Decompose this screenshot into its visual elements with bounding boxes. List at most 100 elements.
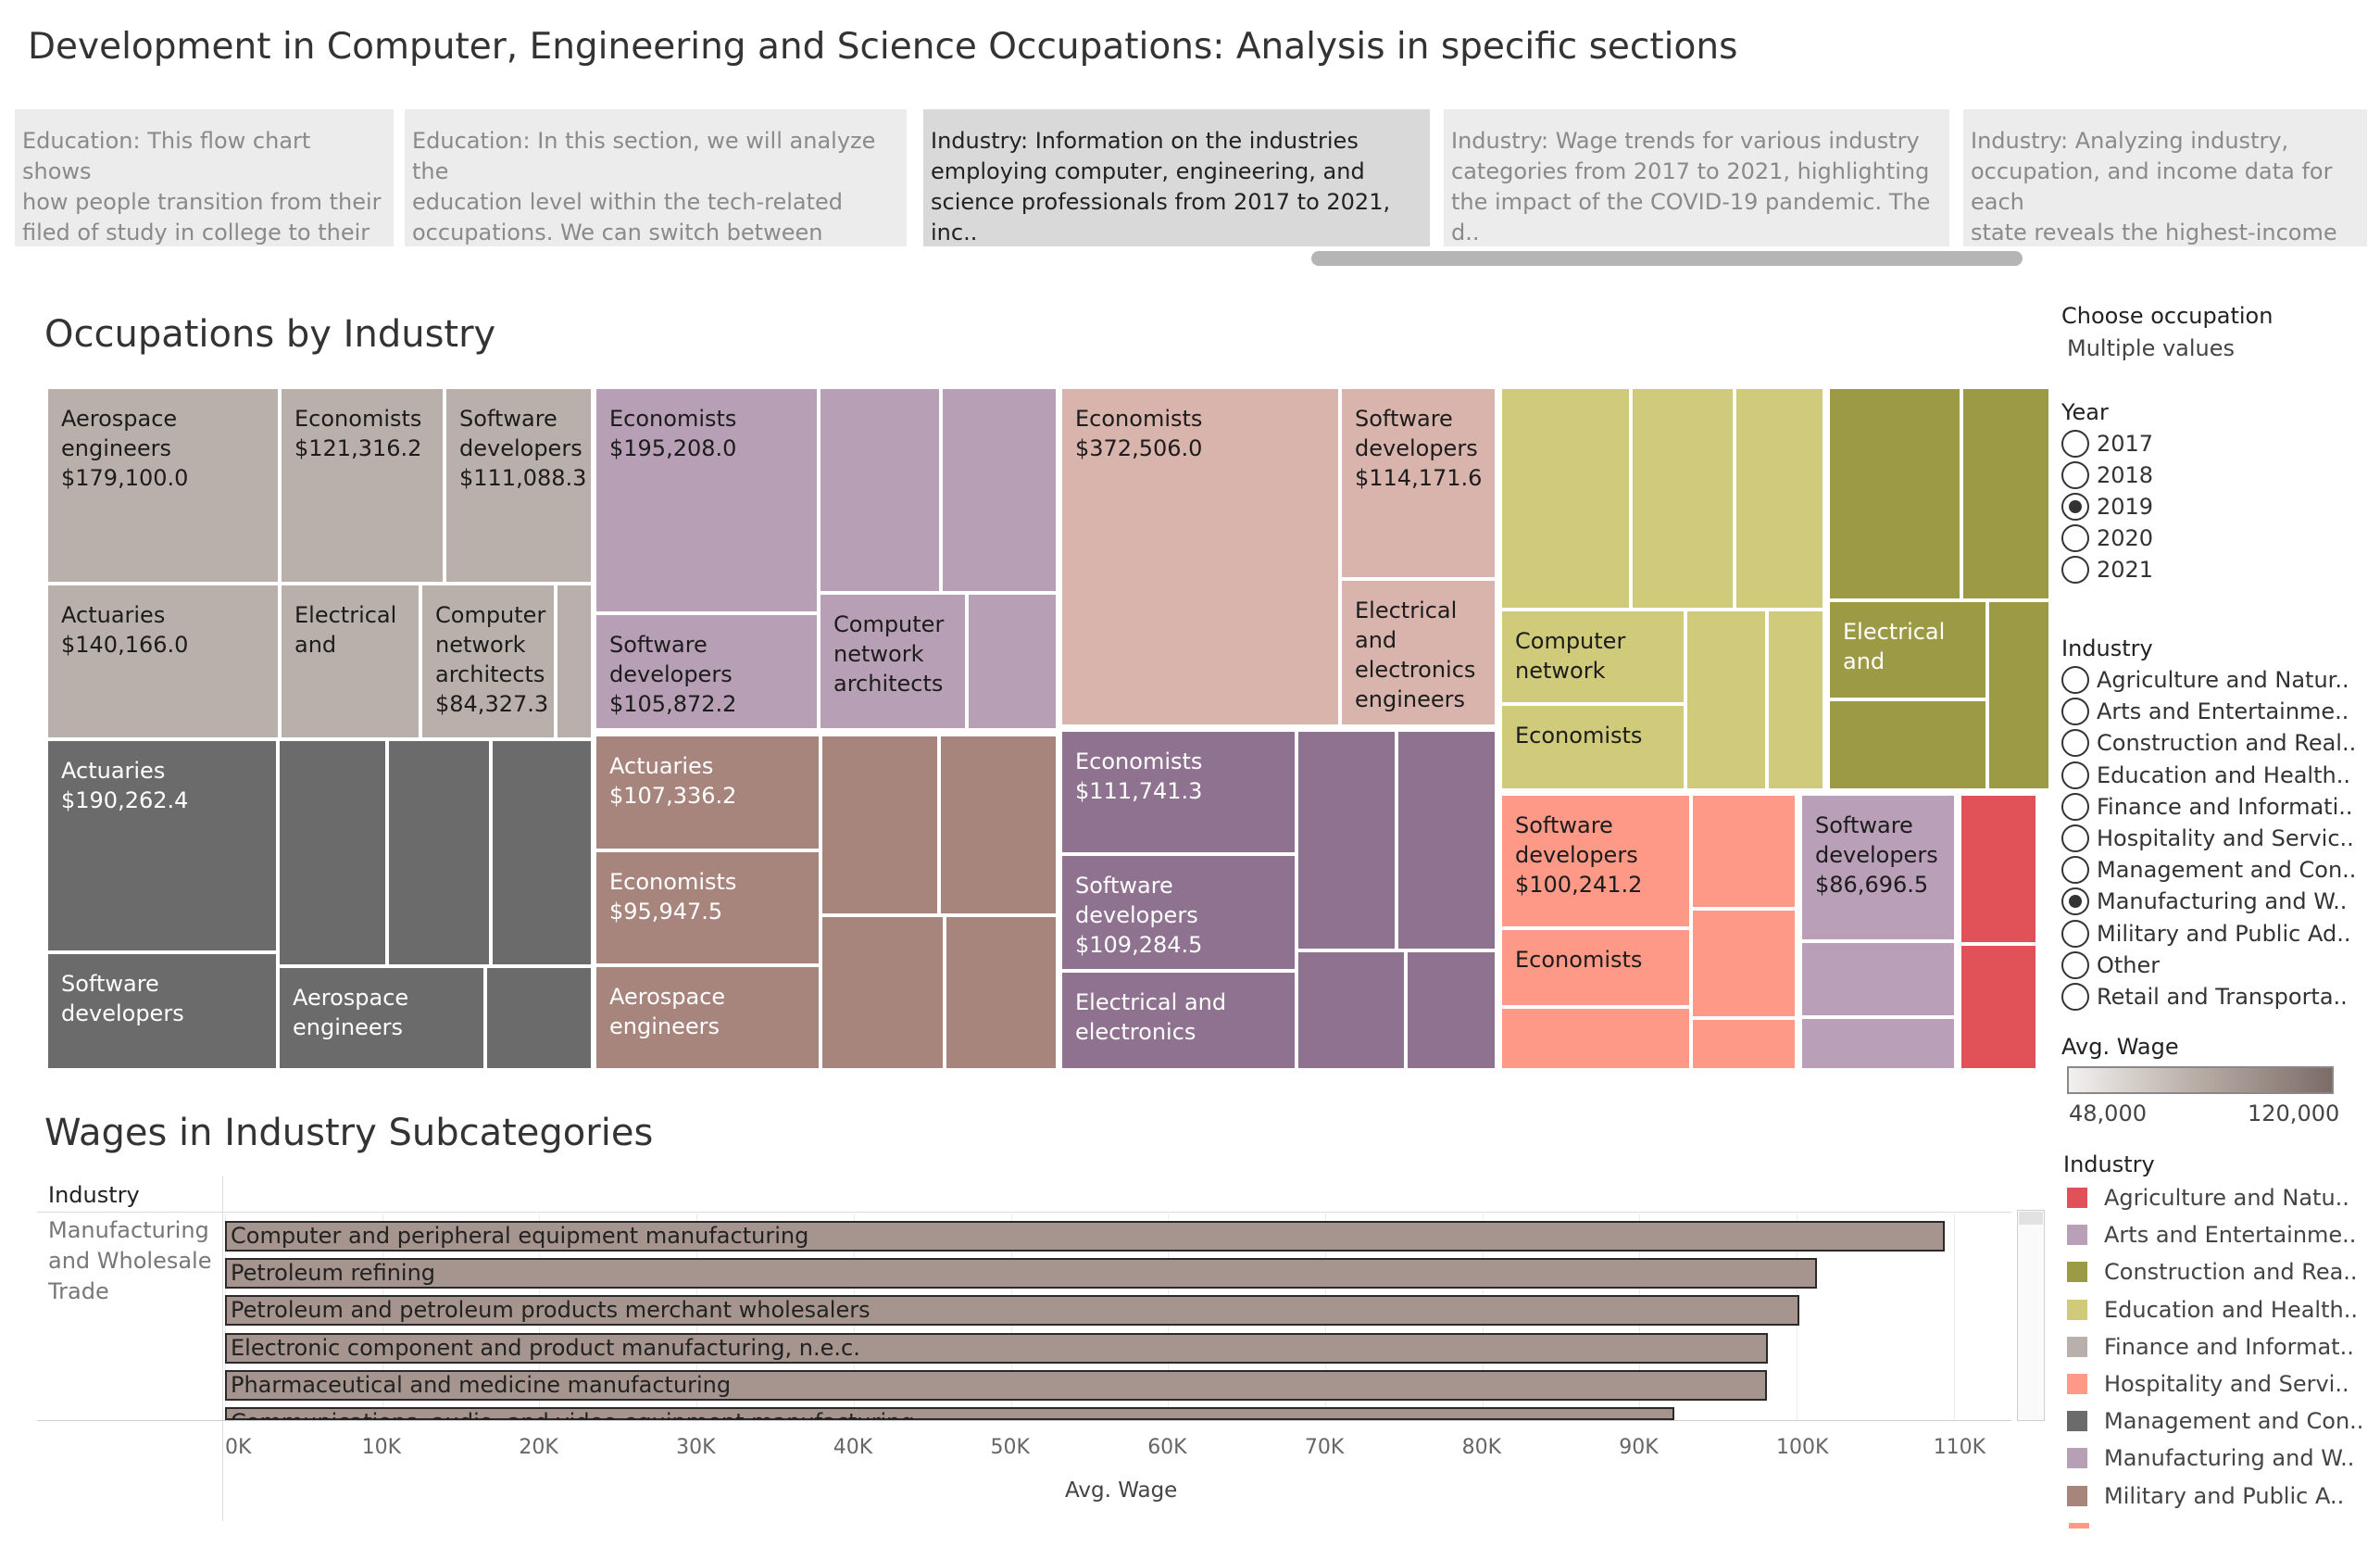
treemap-cell[interactable]: Aerospace engineers $179,100.0 (46, 387, 280, 584)
treemap-cell[interactable] (1296, 950, 1406, 1070)
years-option[interactable]: 2020 (2061, 522, 2153, 554)
treemap-cell[interactable] (1767, 610, 1824, 790)
treemap-cell[interactable]: Actuaries $190,262.4 (46, 739, 278, 952)
treemap-cell[interactable]: Electrical and electronics (1060, 971, 1296, 1070)
treemap-cell[interactable] (1960, 944, 2037, 1070)
treemap-cell[interactable] (1800, 941, 1956, 1017)
legend-item[interactable]: Agriculture and Natu.. (2063, 1182, 2349, 1214)
scrollbar-thumb[interactable] (2019, 1212, 2043, 1225)
treemap-cell[interactable] (1691, 1018, 1797, 1070)
treemap-cell[interactable] (820, 915, 945, 1070)
treemap-cell[interactable] (819, 387, 941, 593)
story-point-2[interactable]: Education: In this section, we will anal… (405, 109, 907, 246)
treemap-cell[interactable]: Software developers $105,872.2 (595, 613, 819, 730)
treemap-cell[interactable] (491, 739, 593, 966)
wage-bar[interactable] (225, 1407, 1674, 1420)
radio-button-icon[interactable] (2061, 824, 2089, 852)
industries-option[interactable]: Military and Public Ad.. (2061, 918, 2350, 950)
industries-option[interactable]: Manufacturing and W.. (2061, 886, 2347, 917)
treemap-cell[interactable]: Software developers $86,696.5 (1800, 794, 1956, 941)
treemap-cell[interactable] (1987, 600, 2050, 790)
industries-option[interactable]: Construction and Real.. (2061, 727, 2356, 759)
radio-button-icon[interactable] (2061, 461, 2089, 489)
treemap-cell[interactable] (1961, 387, 2050, 600)
treemap-cell[interactable]: Electrical and electronics engineers (1340, 579, 1497, 726)
industries-option[interactable]: Other (2061, 950, 2160, 981)
occupations-treemap[interactable]: Aerospace engineers $179,100.0 Economists… (46, 387, 2050, 1070)
treemap-cell[interactable]: Economists $121,316.2 (280, 387, 445, 584)
radio-button-icon[interactable] (2061, 430, 2089, 458)
legend-item[interactable]: Manufacturing and W.. (2063, 1442, 2354, 1474)
wage-bar[interactable] (225, 1221, 1945, 1252)
occupation-filter-dropdown[interactable]: Multiple values (2067, 335, 2236, 361)
wage-bar[interactable] (225, 1369, 1767, 1401)
treemap-cell[interactable]: Actuaries $107,336.2 (595, 735, 820, 850)
treemap-cell[interactable] (387, 739, 491, 966)
treemap-cell[interactable] (820, 735, 939, 915)
treemap-cell[interactable] (556, 584, 593, 739)
treemap-cell[interactable]: Economists $195,208.0 (595, 387, 819, 613)
treemap-cell[interactable]: Economists $111,741.3 (1060, 730, 1296, 854)
legend-item[interactable]: Arts and Entertainme.. (2063, 1219, 2356, 1251)
treemap-cell[interactable] (1500, 387, 1631, 610)
treemap-cell[interactable]: Software developers (46, 952, 278, 1070)
legend-item[interactable]: Military and Public A.. (2063, 1480, 2344, 1512)
treemap-cell[interactable]: Economists (1500, 704, 1685, 790)
radio-button-icon[interactable] (2061, 856, 2089, 885)
legend-item[interactable]: Finance and Informat.. (2063, 1331, 2354, 1363)
legend-item[interactable]: Construction and Rea.. (2063, 1256, 2358, 1288)
treemap-cell[interactable] (1397, 730, 1497, 950)
radio-button-icon[interactable] (2061, 493, 2089, 521)
radio-button-icon[interactable] (2061, 666, 2089, 694)
years-option[interactable]: 2018 (2061, 459, 2153, 491)
treemap-cell[interactable]: Computer network (1500, 610, 1685, 704)
treemap-cell[interactable]: Software developers $109,284.5 (1060, 854, 1296, 971)
legend-item[interactable]: Hospitality and Servi.. (2063, 1368, 2349, 1400)
treemap-cell[interactable] (485, 966, 593, 1070)
story-point-1[interactable]: Education: This flow chart shows how peo… (15, 109, 394, 246)
treemap-cell[interactable]: Software developers $100,241.2 (1500, 794, 1691, 928)
treemap-cell[interactable]: Software developers $114,171.6 (1340, 387, 1497, 579)
radio-button-icon[interactable] (2061, 761, 2089, 789)
story-point-5[interactable]: Industry: Analyzing industry, occupation… (1963, 109, 2367, 246)
treemap-cell[interactable] (278, 739, 387, 966)
industries-option[interactable]: Arts and Entertainme.. (2061, 696, 2349, 727)
radio-button-icon[interactable] (2061, 524, 2089, 552)
radio-button-icon[interactable] (2061, 983, 2089, 1011)
story-point-3[interactable]: Industry: Information on the industries … (923, 109, 1430, 246)
years-option[interactable]: 2021 (2061, 554, 2153, 585)
years-option[interactable]: 2019 (2061, 491, 2153, 522)
treemap-cell[interactable]: Electrical and (280, 584, 420, 739)
radio-button-icon[interactable] (2061, 698, 2089, 726)
treemap-cell[interactable]: Economists $95,947.5 (595, 850, 820, 965)
radio-button-icon[interactable] (2061, 887, 2089, 916)
legend-item[interactable]: Education and Health.. (2063, 1294, 2358, 1326)
treemap-cell[interactable]: Software developers $111,088.3 (445, 387, 593, 584)
industries-option[interactable]: Management and Con.. (2061, 854, 2356, 886)
industries-option[interactable]: Retail and Transporta.. (2061, 981, 2348, 1013)
radio-button-icon[interactable] (2061, 792, 2089, 821)
treemap-cell[interactable]: Computer network architects (819, 593, 967, 730)
wage-bar[interactable] (225, 1258, 1818, 1290)
treemap-cell[interactable]: Actuaries $140,166.0 (46, 584, 280, 739)
industries-option[interactable]: Hospitality and Servic.. (2061, 823, 2354, 854)
radio-button-icon[interactable] (2061, 729, 2089, 758)
treemap-cell[interactable]: Computer network architects $84,327.3 (420, 584, 556, 739)
treemap-cell[interactable]: Aerospace engineers (278, 966, 485, 1070)
wage-bar[interactable] (225, 1332, 1769, 1364)
treemap-cell[interactable]: Electrical and (1828, 600, 1987, 699)
industries-option[interactable]: Finance and Informati.. (2061, 791, 2353, 823)
treemap-cell[interactable] (1685, 610, 1767, 790)
treemap-cell[interactable] (941, 387, 1058, 593)
treemap-cell[interactable] (1800, 1017, 1956, 1070)
treemap-cell[interactable]: Aerospace engineers (595, 965, 820, 1070)
treemap-cell[interactable] (945, 915, 1058, 1070)
treemap-cell[interactable] (1631, 387, 1735, 610)
treemap-cell[interactable] (1828, 699, 1987, 790)
treemap-cell[interactable] (1296, 730, 1397, 950)
industries-option[interactable]: Education and Health.. (2061, 760, 2350, 791)
treemap-cell[interactable] (1691, 909, 1797, 1018)
years-option[interactable]: 2017 (2061, 428, 2153, 459)
treemap-cell[interactable]: Economists $372,506.0 (1060, 387, 1340, 726)
story-scrollbar[interactable] (1311, 251, 2023, 266)
